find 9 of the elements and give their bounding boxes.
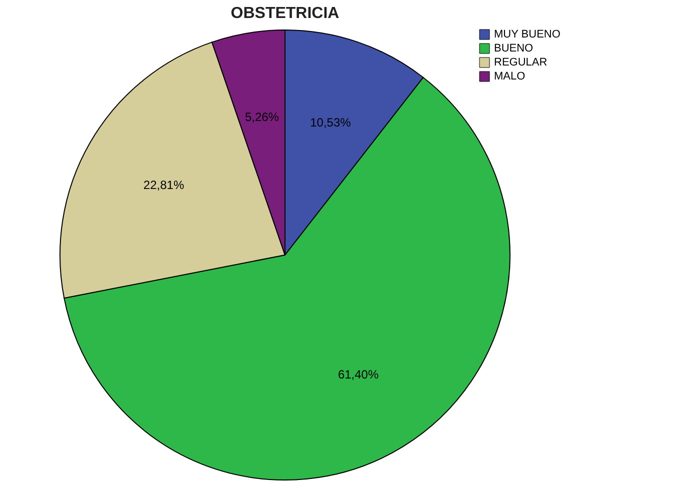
legend-label: BUENO bbox=[494, 42, 534, 54]
legend-label: MUY BUENO bbox=[494, 28, 561, 40]
data-label: 10,53% bbox=[310, 116, 352, 130]
data-label: 5,26% bbox=[244, 110, 280, 124]
data-label: 22,81% bbox=[143, 178, 184, 192]
legend-label: MALO bbox=[494, 70, 526, 82]
data-label: 61,40% bbox=[338, 367, 379, 382]
legend-label: REGULAR bbox=[494, 56, 548, 68]
chart-title: OBSTETRICIA bbox=[230, 5, 340, 22]
